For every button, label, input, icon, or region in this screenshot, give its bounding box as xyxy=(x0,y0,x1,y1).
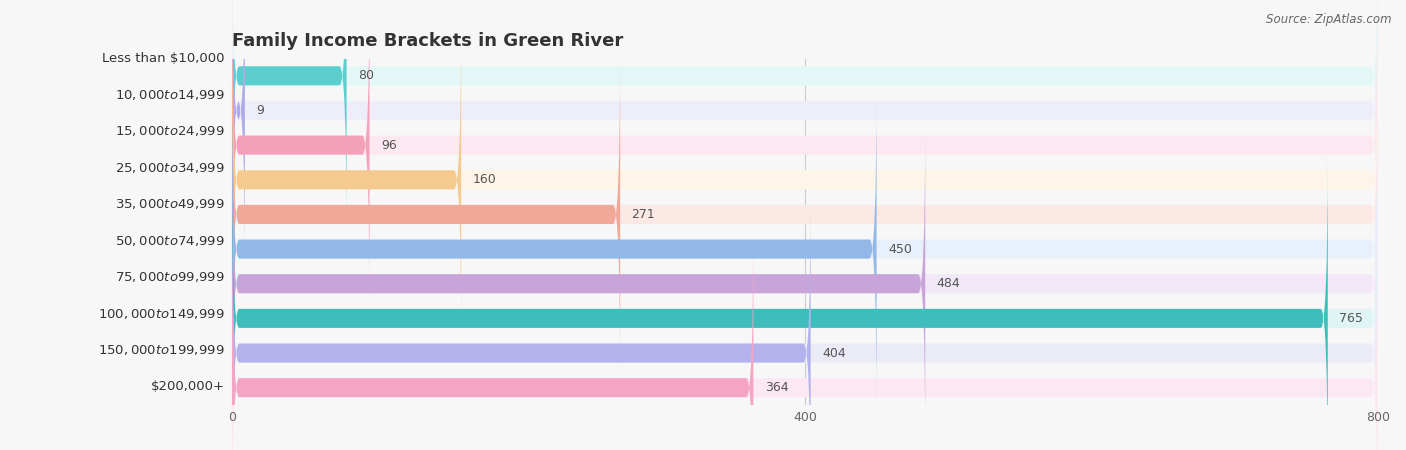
FancyBboxPatch shape xyxy=(232,120,1378,447)
FancyBboxPatch shape xyxy=(232,86,1378,413)
Text: 96: 96 xyxy=(381,139,396,152)
FancyBboxPatch shape xyxy=(232,16,1378,343)
FancyBboxPatch shape xyxy=(232,224,754,450)
Text: 484: 484 xyxy=(936,277,960,290)
FancyBboxPatch shape xyxy=(232,0,1378,309)
Text: 9: 9 xyxy=(256,104,264,117)
Text: $100,000 to $149,999: $100,000 to $149,999 xyxy=(98,307,225,321)
Text: 404: 404 xyxy=(823,346,846,360)
Text: 364: 364 xyxy=(765,381,789,394)
FancyBboxPatch shape xyxy=(232,0,347,239)
FancyBboxPatch shape xyxy=(232,0,245,274)
Text: $10,000 to $14,999: $10,000 to $14,999 xyxy=(115,88,225,102)
Text: $15,000 to $24,999: $15,000 to $24,999 xyxy=(115,125,225,139)
Text: $50,000 to $74,999: $50,000 to $74,999 xyxy=(115,234,225,248)
Text: $25,000 to $34,999: $25,000 to $34,999 xyxy=(115,161,225,175)
Text: Source: ZipAtlas.com: Source: ZipAtlas.com xyxy=(1267,14,1392,27)
FancyBboxPatch shape xyxy=(232,0,1378,239)
FancyBboxPatch shape xyxy=(232,155,1378,450)
FancyBboxPatch shape xyxy=(232,51,620,378)
FancyBboxPatch shape xyxy=(232,224,1378,450)
Text: $150,000 to $199,999: $150,000 to $199,999 xyxy=(98,343,225,357)
FancyBboxPatch shape xyxy=(232,51,1378,378)
FancyBboxPatch shape xyxy=(232,0,1378,274)
Text: Less than $10,000: Less than $10,000 xyxy=(103,52,225,65)
FancyBboxPatch shape xyxy=(232,86,876,413)
FancyBboxPatch shape xyxy=(232,16,461,343)
Text: $75,000 to $99,999: $75,000 to $99,999 xyxy=(115,270,225,284)
Text: 271: 271 xyxy=(631,208,655,221)
Text: 765: 765 xyxy=(1339,312,1362,325)
FancyBboxPatch shape xyxy=(232,0,370,309)
FancyBboxPatch shape xyxy=(232,189,1378,450)
Text: $35,000 to $49,999: $35,000 to $49,999 xyxy=(115,198,225,212)
Text: 160: 160 xyxy=(472,173,496,186)
Text: $200,000+: $200,000+ xyxy=(150,380,225,393)
FancyBboxPatch shape xyxy=(232,189,811,450)
Text: 80: 80 xyxy=(359,69,374,82)
FancyBboxPatch shape xyxy=(232,120,925,447)
Text: Family Income Brackets in Green River: Family Income Brackets in Green River xyxy=(232,32,623,50)
Text: 450: 450 xyxy=(889,243,912,256)
FancyBboxPatch shape xyxy=(232,155,1327,450)
